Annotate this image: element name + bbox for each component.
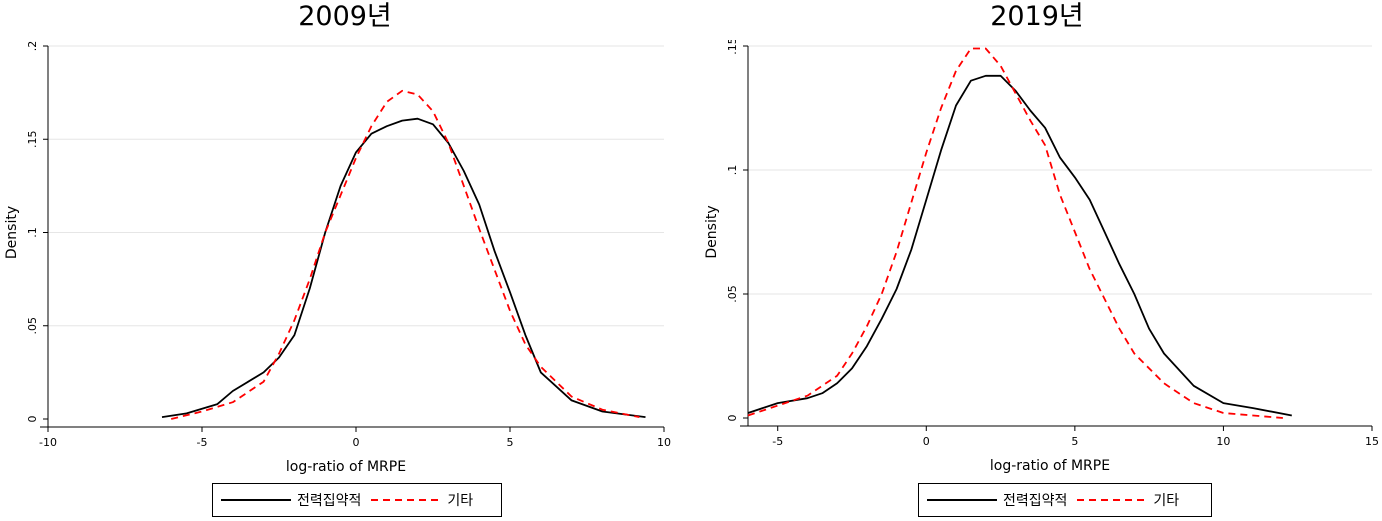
- legend: 전력집약적 기타: [918, 483, 1212, 517]
- y-tick-label: .05: [726, 285, 739, 303]
- legend-item: 기타: [1077, 490, 1179, 510]
- x-tick-label: 5: [1071, 435, 1078, 448]
- x-tick-label: -5: [772, 435, 783, 448]
- series-line: [170, 89, 640, 420]
- y-axis-label: Density: [4, 206, 20, 259]
- y-tick-label: .15: [726, 40, 739, 55]
- chart-title: 2009년: [298, 1, 392, 32]
- legend-line-icon: [1077, 499, 1148, 501]
- x-tick-label: -10: [39, 436, 57, 449]
- y-tick-label: .05: [26, 317, 39, 335]
- chart-title: 2019년: [990, 1, 1084, 32]
- y-tick-label: .2: [26, 41, 39, 52]
- x-tick-label: 0: [353, 436, 360, 449]
- x-tick-label: -5: [197, 436, 208, 449]
- y-tick-label: .1: [726, 165, 739, 176]
- x-axis-label: log-ratio of MRPE: [990, 458, 1110, 474]
- y-tick-label: .15: [26, 131, 39, 149]
- y-axis-label: Density: [704, 205, 720, 258]
- chart-panel-2019: 2019년 0 .05 .1 .15 -5 0 5 10 15 log-ratio of MRPE…: [692, 0, 1382, 521]
- legend-label: 전력집약적: [1003, 493, 1068, 509]
- legend-line-icon: [371, 499, 442, 501]
- legend-item: 전력집약적: [221, 490, 361, 510]
- legend-item: 전력집약적: [927, 490, 1067, 510]
- legend-line-icon: [221, 499, 291, 501]
- x-tick-label: 5: [507, 436, 514, 449]
- y-tick-label: .1: [26, 227, 39, 238]
- y-tick-label: 0: [26, 416, 39, 423]
- x-tick-label: 0: [923, 435, 930, 448]
- x-tick-label: 15: [1365, 435, 1379, 448]
- x-tick-label: 10: [1216, 435, 1230, 448]
- legend-label: 전력집약적: [297, 493, 362, 509]
- x-axis-label: log-ratio of MRPE: [286, 459, 406, 475]
- legend-item: 기타: [371, 490, 473, 510]
- series-line: [747, 74, 1292, 417]
- legend-label: 기타: [1153, 493, 1180, 509]
- legend-label: 기타: [447, 493, 474, 509]
- density-plot: 0 .05 .1 .15 -5 0 5 10 15 log-ratio of MRPE Densit…: [704, 40, 1379, 474]
- legend: 전력집약적 기타: [212, 483, 502, 517]
- y-tick-label: 0: [726, 415, 739, 422]
- series-line: [747, 47, 1283, 419]
- x-tick-label: 10: [657, 436, 671, 449]
- series-line: [161, 117, 646, 418]
- legend-line-icon: [927, 499, 997, 501]
- density-plot: 0 .05 .1 .15 .2 -10 -5 0 5 10 log-ratio of MRPE Den…: [4, 41, 671, 475]
- chart-panel-2009: 2009년 0 .05 .1 .15 .2 -10 -5 0 5 10 log-ratio of M…: [0, 0, 690, 521]
